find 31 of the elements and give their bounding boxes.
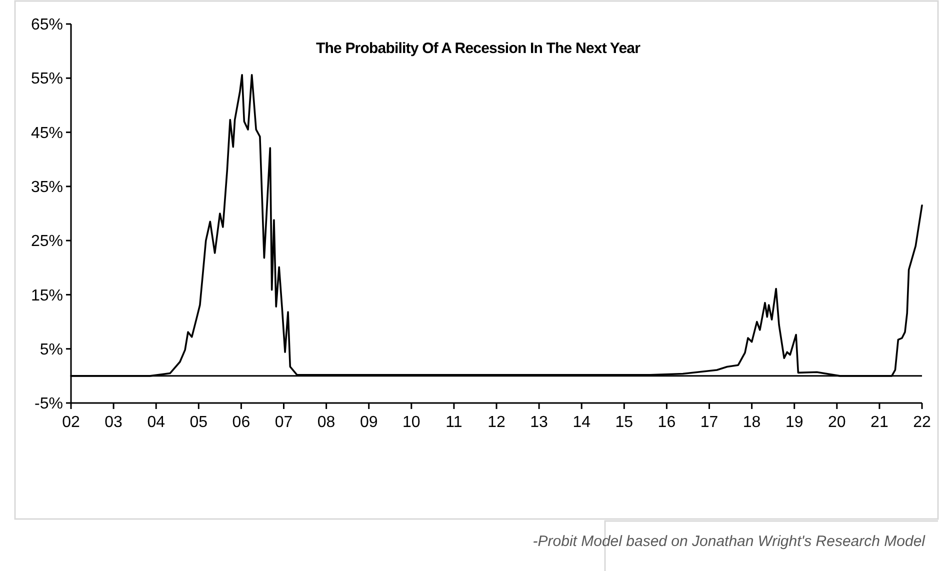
x-tick-label: 02: [62, 414, 80, 431]
y-tick-label: 65%: [30, 16, 63, 34]
y-tick-label: 5%: [40, 341, 63, 358]
x-tick-label: 04: [147, 414, 166, 431]
y-tick-label: 25%: [30, 233, 63, 250]
y-tick-label: 35%: [30, 179, 63, 196]
x-tick-label: 16: [658, 414, 676, 431]
x-tick-label: 21: [870, 414, 888, 431]
x-tick-label: 17: [700, 414, 718, 431]
x-tick-label: 05: [190, 414, 208, 431]
x-tick-label: 22: [913, 414, 931, 431]
x-tick-label: 18: [742, 414, 761, 431]
y-tick-label: 55%: [30, 70, 63, 88]
y-tick-label: 45%: [30, 124, 63, 142]
y-tick-label: 15%: [30, 287, 63, 304]
x-tick-label: 08: [317, 414, 336, 431]
x-tick-label: 13: [530, 414, 548, 431]
x-tick-label: 09: [360, 414, 378, 431]
x-tick-label: 14: [572, 414, 591, 431]
y-tick-label: -5%: [34, 396, 63, 413]
x-tick-label: 10: [402, 414, 420, 431]
x-tick-label: 07: [274, 414, 293, 431]
x-tick-label: 20: [828, 414, 846, 431]
x-tick-label: 11: [446, 414, 462, 431]
x-tick-label: 15: [615, 414, 634, 431]
x-tick-label: 03: [104, 414, 123, 431]
x-tick-label: 19: [785, 414, 804, 431]
x-tick-label: 12: [488, 414, 506, 431]
text: The Probability Of A Recession In The Next Year: [316, 40, 641, 57]
x-tick-label: 06: [232, 414, 250, 431]
text: -Probit Model based on Jonathan Wright's Research Model: [532, 533, 926, 550]
